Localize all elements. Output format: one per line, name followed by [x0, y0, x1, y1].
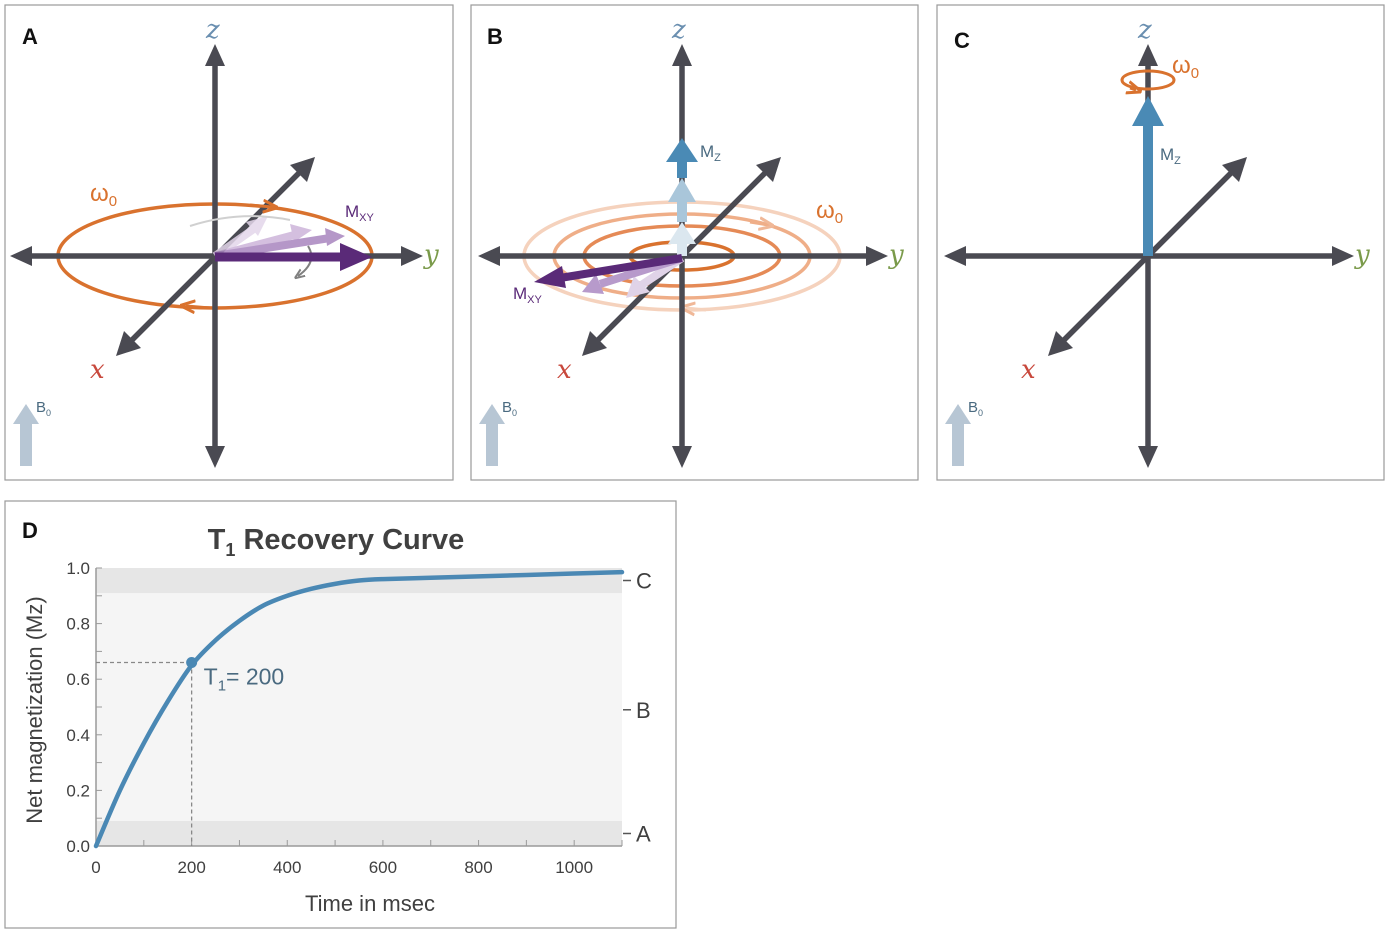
mxy-faded-arrows	[212, 216, 345, 260]
y-axis-label: y	[888, 240, 904, 270]
b0-indicator: B0	[13, 399, 51, 466]
panel-a: A	[4, 4, 454, 481]
panel-c-letter: C	[954, 28, 970, 53]
x-axis-label: x	[1021, 355, 1036, 385]
mz-vector-stack	[666, 138, 698, 256]
y-tick-label: 1.0	[66, 559, 90, 578]
x-tick-label: 200	[177, 858, 205, 877]
mxy-vector	[534, 254, 685, 298]
panel-a-letter: A	[22, 24, 38, 49]
precession-loop	[1120, 69, 1176, 91]
panel-b-letter: B	[487, 24, 503, 49]
chart-title: T1 Recovery Curve	[208, 524, 465, 560]
svg-text:B0: B0	[36, 399, 51, 418]
panel-b: B	[470, 4, 919, 481]
z-axis-label: z	[671, 15, 686, 45]
x-tick-label: 0	[91, 858, 100, 877]
t1-annotation: T1= 200	[204, 664, 285, 695]
y-tick-label: 0.0	[66, 837, 90, 856]
y-axis-label: y	[1354, 240, 1370, 270]
panel-d-letter: D	[22, 518, 38, 543]
mz-label: MZ	[700, 142, 721, 164]
tick-labels: 0.0 0.2 0.4 0.6 0.8 1.0 0 200 400 600 800 1000	[66, 559, 593, 877]
omega-label: ω0	[816, 197, 843, 227]
svg-text:B0: B0	[502, 399, 517, 418]
mxy-label: MXY	[513, 284, 543, 306]
band-layer	[96, 568, 622, 846]
mxy-label: MXY	[345, 202, 375, 224]
band-label: A	[636, 821, 651, 846]
x-axis-label: x	[557, 355, 572, 385]
y-tick-label: 0.4	[66, 726, 90, 745]
mz-label: MZ	[1160, 145, 1181, 167]
z-axis-label: z	[205, 15, 220, 45]
omega-label: ω0	[1172, 52, 1199, 82]
x-axis-title: Time in msec	[305, 891, 435, 916]
y-axis-label: y	[423, 240, 439, 270]
panel-d: D T1 Recovery Curve T1= 200 0.0 0.2 0.4 0.6…	[4, 500, 677, 929]
mxy-vector	[215, 243, 372, 271]
band-labels: A B C	[623, 569, 652, 846]
b0-indicator: B0	[945, 399, 983, 466]
y-tick-label: 0.6	[66, 670, 90, 689]
x-tick-label: 800	[464, 858, 492, 877]
y-tick-label: 0.2	[66, 781, 90, 800]
x-axis-label: x	[90, 355, 105, 385]
band-label: C	[636, 569, 652, 594]
x-tick-label: 1000	[555, 858, 593, 877]
t1-guides	[96, 661, 193, 846]
x-tick-label: 600	[369, 858, 397, 877]
t1-point	[186, 657, 198, 669]
y-tick-label: 0.8	[66, 615, 90, 634]
x-tick-label: 400	[273, 858, 301, 877]
recovery-curve	[93, 569, 625, 849]
svg-text:B0: B0	[968, 399, 983, 418]
mz-vector	[1132, 96, 1164, 256]
band-a	[96, 820, 622, 846]
z-axis-label: z	[1137, 15, 1152, 45]
panel-c: C z y x ω0 MZ B0	[936, 4, 1385, 481]
band-b	[96, 593, 622, 821]
band-label: B	[636, 698, 651, 723]
omega-label: ω0	[90, 180, 117, 210]
y-axis-title: Net magnetization (Mz)	[22, 596, 47, 823]
b0-indicator: B0	[479, 399, 517, 466]
